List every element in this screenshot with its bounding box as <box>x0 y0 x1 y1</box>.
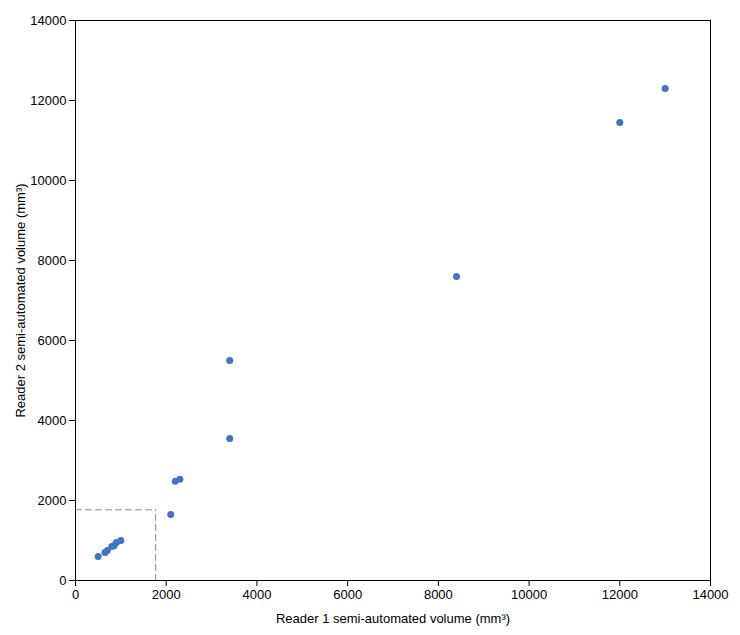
svg-text:14000: 14000 <box>692 587 728 602</box>
svg-text:Reader 2 semi-automated volume: Reader 2 semi-automated volume (mm³) <box>13 183 28 417</box>
svg-text:14000: 14000 <box>30 13 66 28</box>
svg-text:12000: 12000 <box>602 587 638 602</box>
svg-text:8000: 8000 <box>424 587 453 602</box>
svg-text:6000: 6000 <box>38 333 67 348</box>
svg-text:4000: 4000 <box>38 413 67 428</box>
svg-text:6000: 6000 <box>333 587 362 602</box>
svg-text:4000: 4000 <box>242 587 271 602</box>
svg-text:0: 0 <box>59 573 66 588</box>
svg-text:0: 0 <box>72 587 79 602</box>
svg-text:8000: 8000 <box>38 253 67 268</box>
svg-text:12000: 12000 <box>30 93 66 108</box>
svg-text:2000: 2000 <box>38 493 67 508</box>
svg-text:10000: 10000 <box>30 173 66 188</box>
svg-text:2000: 2000 <box>152 587 181 602</box>
svg-text:Reader 1 semi-automated volume: Reader 1 semi-automated volume (mm³) <box>276 611 510 626</box>
svg-text:10000: 10000 <box>511 587 547 602</box>
